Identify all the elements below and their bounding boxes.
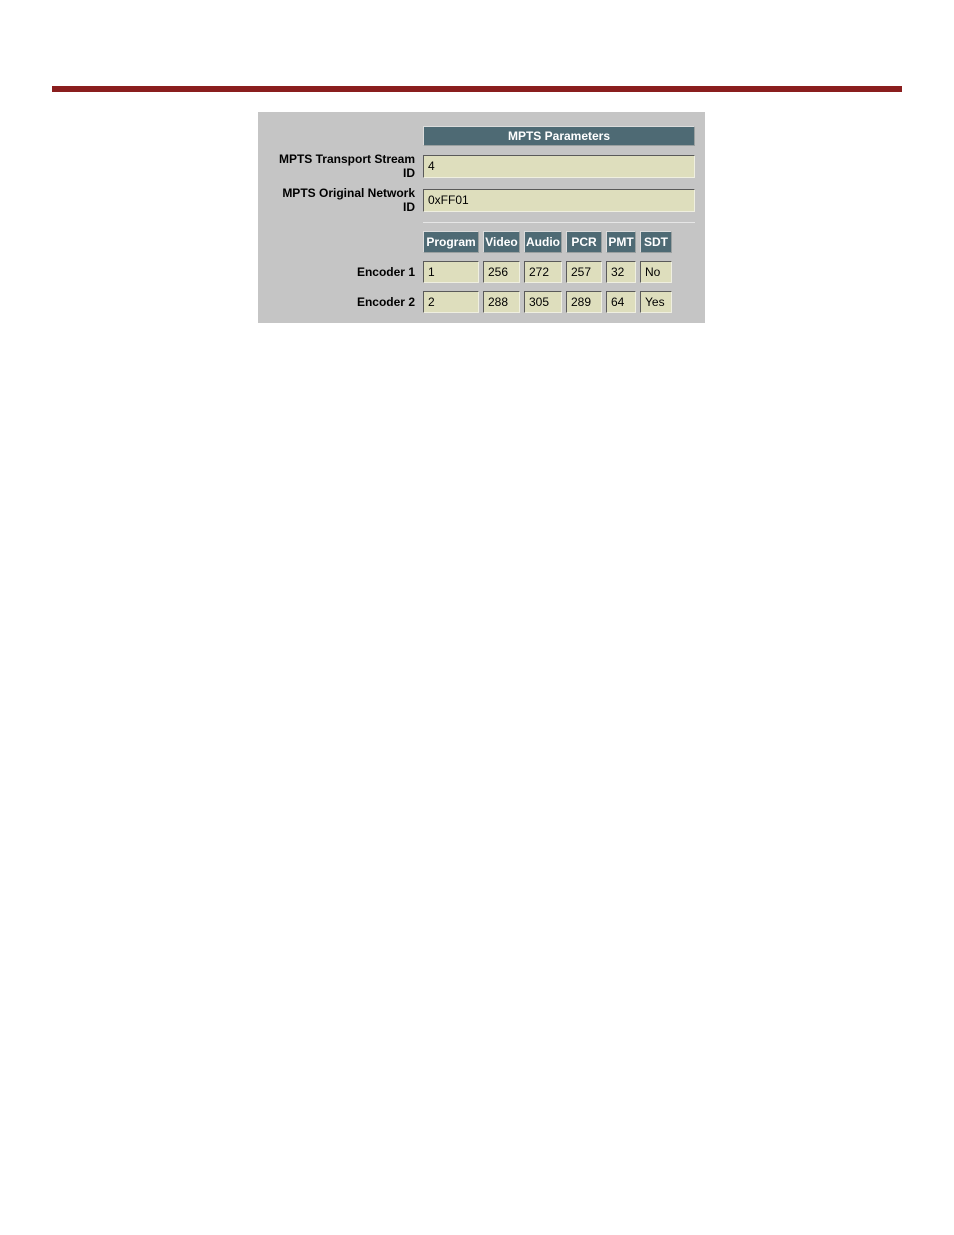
label-transport-stream-id: MPTS Transport Stream ID [268, 152, 423, 180]
col-header-audio: Audio [524, 231, 562, 253]
input-encoder2-pcr[interactable] [566, 291, 602, 313]
table-row: Encoder 2 [268, 291, 695, 313]
input-encoder2-program[interactable] [423, 291, 479, 313]
encoder-table-header: Program Video Audio PCR PMT SDT [423, 231, 695, 253]
divider [423, 222, 695, 223]
col-header-program: Program [423, 231, 479, 253]
input-encoder1-pcr[interactable] [566, 261, 602, 283]
col-header-pcr: PCR [566, 231, 602, 253]
input-original-network-id[interactable] [423, 189, 695, 212]
table-row: Encoder 1 [268, 261, 695, 283]
input-transport-stream-id[interactable] [423, 155, 695, 178]
input-encoder1-program[interactable] [423, 261, 479, 283]
input-encoder2-sdt[interactable] [640, 291, 672, 313]
input-encoder1-video[interactable] [483, 261, 520, 283]
input-encoder2-video[interactable] [483, 291, 520, 313]
page-rule [52, 86, 902, 92]
label-encoder-2: Encoder 2 [268, 295, 423, 309]
input-encoder2-audio[interactable] [524, 291, 562, 313]
label-encoder-1: Encoder 1 [268, 265, 423, 279]
spacer [268, 214, 423, 225]
col-header-video: Video [483, 231, 520, 253]
input-encoder1-audio[interactable] [524, 261, 562, 283]
label-original-network-id: MPTS Original Network ID [268, 186, 423, 214]
input-encoder1-pmt[interactable] [606, 261, 636, 283]
panel-title: MPTS Parameters [423, 126, 695, 146]
input-encoder1-sdt[interactable] [640, 261, 672, 283]
mpts-parameters-panel: MPTS Parameters MPTS Transport Stream ID… [258, 112, 705, 323]
col-header-sdt: SDT [640, 231, 672, 253]
input-encoder2-pmt[interactable] [606, 291, 636, 313]
col-header-pmt: PMT [606, 231, 636, 253]
